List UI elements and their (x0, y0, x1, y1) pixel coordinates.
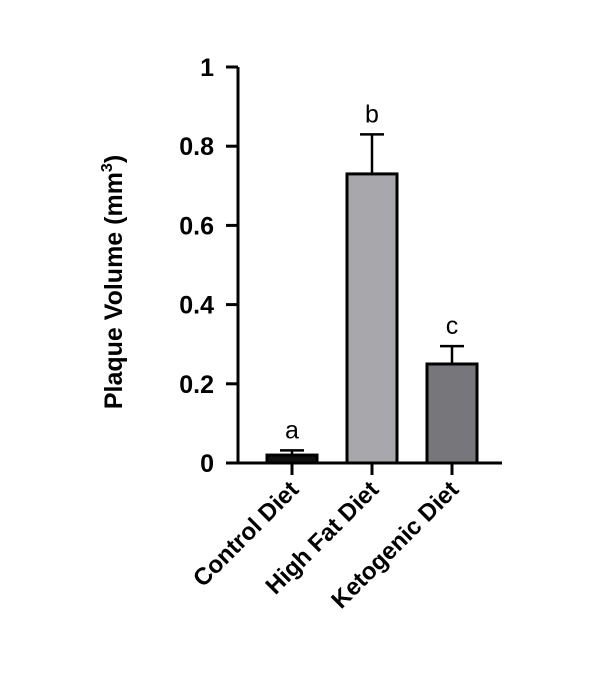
bar-high-fat-diet (345, 172, 399, 465)
y-axis-label: Plaque Volume (mm3) (99, 155, 128, 409)
y-tick-label: 0.8 (179, 133, 214, 161)
y-tick-label: 0 (200, 450, 214, 478)
y-tick-label: 0.2 (179, 371, 214, 399)
significance-label: a (285, 416, 299, 444)
significance-label: c (446, 312, 459, 340)
y-axis-label-suffix: ) (100, 155, 128, 163)
svg-text:Plaque Volume (mm3): Plaque Volume (mm3) (99, 155, 128, 409)
significance-label: b (365, 100, 379, 128)
y-tick-label: 0.6 (179, 212, 214, 240)
bar-ketogenic-diet (425, 362, 479, 465)
y-axis-label-text: Plaque Volume (mm (100, 172, 128, 409)
y-tick-label: 0.4 (179, 292, 214, 320)
y-axis-label-superscript: 3 (99, 163, 116, 172)
y-tick-label: 1 (200, 54, 214, 82)
